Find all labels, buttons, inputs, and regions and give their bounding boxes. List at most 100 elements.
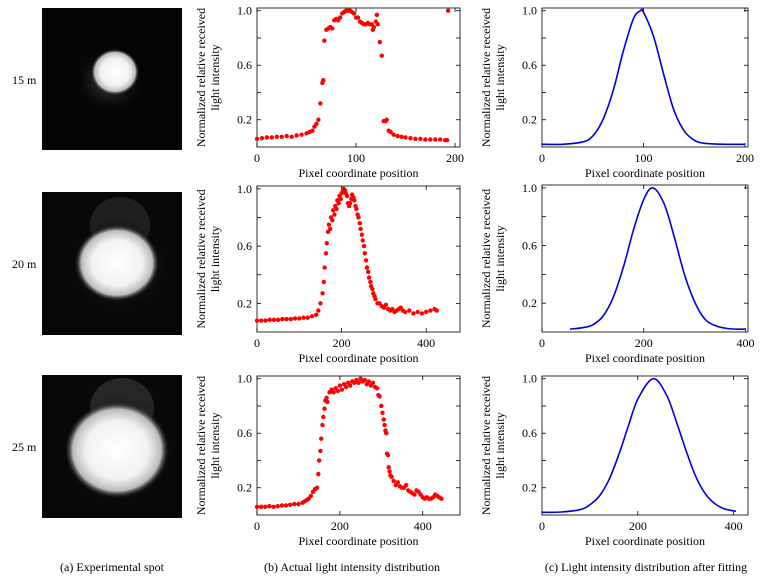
y-tick-label: 0.2: [522, 481, 537, 495]
data-point: [348, 383, 353, 388]
data-point: [316, 458, 322, 463]
caption-c: (c) Light intensity distribution after f…: [545, 560, 747, 574]
x-axis-label: Pixel coordinate position: [299, 166, 419, 180]
chart-b-row1: 0.2 0.6 1.0 0 100 200 Pixel coordinate positio…: [194, 4, 464, 180]
data-point: [326, 222, 332, 227]
data-point: [386, 465, 391, 470]
data-point: [283, 503, 289, 508]
data-point: [263, 504, 268, 510]
y-axis-label: Normalized relative received: [479, 376, 493, 515]
y-axis-label: Normalized relative received: [479, 189, 493, 328]
data-point: [428, 137, 433, 142]
spot-image-15m: [42, 8, 182, 150]
data-point: [254, 504, 260, 510]
x-axis-label: Pixel coordinate position: [585, 166, 705, 180]
y-axis-label: light intensity: [493, 44, 507, 110]
data-point: [356, 215, 361, 220]
data-point: [289, 134, 294, 139]
data-point: [445, 8, 451, 13]
data-point: [344, 193, 350, 199]
data-point: [399, 134, 404, 139]
data-point: [316, 471, 321, 477]
y-tick-label: 0.6: [522, 58, 537, 72]
data-point: [267, 503, 272, 509]
data-point: [321, 78, 326, 83]
data-point: [368, 279, 373, 285]
data-point: [279, 503, 285, 508]
data-point: [439, 496, 444, 501]
data-point: [444, 137, 450, 143]
data-point: [322, 38, 327, 43]
y-axis-label: light intensity: [208, 226, 222, 292]
data-point: [324, 241, 329, 246]
data-point: [357, 221, 362, 226]
y-tick-label: 0.2: [237, 296, 252, 310]
data-point: [408, 135, 413, 141]
data-point: [362, 377, 367, 383]
data-point: [418, 136, 423, 142]
data-point: [259, 135, 265, 141]
y-tick-label: 1.0: [522, 4, 537, 18]
plot-frame: [541, 375, 749, 516]
data-point: [403, 482, 409, 488]
y-tick-label: 0.6: [237, 426, 252, 440]
data-point: [287, 502, 293, 507]
data-point: [374, 386, 380, 391]
data-point: [288, 316, 294, 322]
y-tick-label: 0.6: [237, 239, 252, 253]
data-point: [309, 314, 315, 319]
y-axis-label: Normalized relative received: [479, 8, 493, 147]
data-point: [395, 133, 400, 139]
chart-c-row1: 0.2 0.6 1.0 0 100 200 Pixel coordinate positio…: [479, 4, 754, 180]
y-axis-label: Normalized relative received: [194, 8, 208, 147]
data-point: [314, 312, 319, 318]
data-point: [361, 243, 367, 249]
data-point: [358, 226, 363, 232]
data-point: [433, 137, 438, 142]
y-tick-label: 0.2: [237, 113, 252, 127]
data-point: [297, 316, 302, 321]
data-point: [412, 492, 417, 497]
data-point: [377, 394, 382, 399]
data-point: [254, 318, 260, 323]
data-point: [351, 11, 357, 16]
x-tick-label: 400: [736, 336, 754, 350]
data-point: [320, 291, 325, 296]
data-point: [370, 380, 376, 386]
data-point: [275, 503, 280, 509]
data-point: [355, 15, 361, 20]
data-point: [388, 129, 393, 135]
data-point: [343, 384, 349, 390]
plot-frame: [256, 7, 461, 148]
data-point: [391, 132, 396, 137]
data-point: [269, 135, 275, 140]
data-point: [354, 206, 359, 212]
data-point: [384, 431, 389, 436]
data-point: [279, 134, 284, 139]
fitted-curve: [541, 8, 745, 146]
x-tick-label: 100: [347, 151, 365, 165]
data-point: [319, 436, 324, 441]
y-tick-label: 1.0: [237, 182, 252, 196]
data-point: [330, 208, 336, 213]
x-tick-label: 100: [634, 151, 652, 165]
y-axis-label: light intensity: [208, 412, 222, 478]
data-point: [428, 308, 433, 313]
x-tick-label: 0: [539, 151, 545, 165]
distance-label-20m: 20 m: [12, 257, 37, 271]
x-tick-label: 200: [333, 336, 351, 350]
data-point: [310, 128, 315, 133]
data-point: [434, 308, 439, 313]
data-point: [294, 133, 299, 138]
data-point: [296, 501, 301, 507]
data-point: [337, 383, 343, 388]
data-point: [403, 135, 408, 140]
data-point: [316, 117, 321, 122]
data-point: [364, 265, 370, 270]
x-axis-label: Pixel coordinate position: [585, 534, 705, 548]
data-point: [320, 422, 325, 428]
y-axis-label: light intensity: [493, 412, 507, 478]
data-point: [423, 309, 429, 315]
data-point: [327, 226, 333, 232]
data-point: [322, 265, 327, 270]
